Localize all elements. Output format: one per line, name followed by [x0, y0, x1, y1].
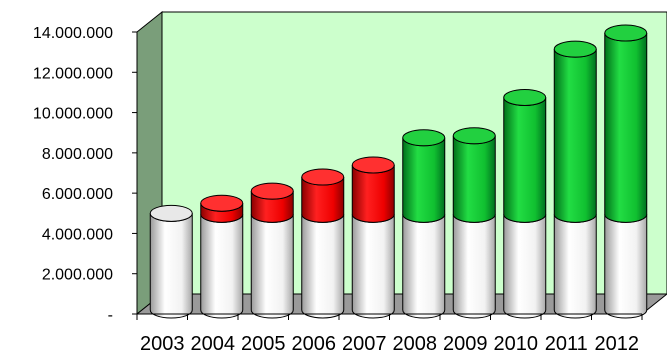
bar-2008 [402, 129, 446, 319]
bar-top-cap [452, 127, 496, 145]
y-tick-label: 4.000.000 [42, 226, 113, 243]
growth-segment [402, 137, 446, 223]
base-segment [604, 214, 648, 319]
y-tick-label: 6.000.000 [42, 186, 113, 203]
bar-top-cap [301, 168, 345, 186]
bar-2006 [301, 168, 345, 319]
base-segment [301, 214, 345, 319]
base-segment [553, 214, 597, 319]
base-segment [351, 214, 395, 319]
bar-2003 [149, 204, 193, 319]
base-segment [200, 214, 244, 319]
base-segment [452, 214, 496, 319]
bar-2005 [250, 182, 294, 319]
bar-top-cap [604, 24, 648, 42]
growth-segment [604, 32, 648, 223]
growth-segment [503, 97, 547, 223]
x-tick-label: 2007 [342, 333, 387, 355]
growth-segment [452, 135, 496, 223]
x-tick-label: 2006 [292, 333, 337, 355]
bar-top-cap [351, 156, 395, 174]
y-axis: - 2.000.000 4.000.000 6.000.000 8.000.000 10.… [33, 25, 138, 324]
bar-2009 [452, 127, 496, 319]
x-tick-label: 2003 [140, 333, 185, 355]
growth-segment [553, 49, 597, 223]
bar-2004 [200, 194, 244, 319]
y-tick-label: 12.000.000 [33, 65, 113, 82]
bar-2010 [503, 88, 547, 319]
x-tick-label: 2012 [595, 333, 640, 355]
bar-top-cap [402, 129, 446, 147]
bar-top-cap [250, 182, 294, 200]
base-segment [402, 214, 446, 319]
y-tick-label: 2.000.000 [42, 267, 113, 284]
base-segment [149, 213, 193, 319]
y-tick-label: 8.000.000 [42, 146, 113, 163]
x-tick-label: 2011 [545, 333, 588, 355]
y-tick-label: - [108, 307, 113, 324]
base-segment [503, 214, 547, 319]
bars [149, 24, 648, 319]
x-axis: 2003 2004 2005 2006 2007 2008 2009 2010 2011 2012 [136, 313, 643, 355]
bar-2011 [553, 40, 597, 319]
y-tick-label: 10.000.000 [33, 106, 113, 123]
x-tick-label: 2005 [241, 333, 286, 355]
bar-2007 [351, 156, 395, 319]
x-tick-label: 2009 [443, 333, 488, 355]
x-tick-label: 2008 [393, 333, 438, 355]
increase-segment [351, 164, 395, 223]
x-tick-label: 2004 [191, 333, 236, 355]
bar-top-cap [149, 204, 193, 222]
bar-top-cap [503, 88, 547, 106]
x-tick-label: 2010 [494, 333, 539, 355]
bar-top-cap [200, 194, 244, 212]
bar-top-cap [553, 40, 597, 58]
bar-2012 [604, 24, 648, 319]
base-segment [250, 214, 294, 319]
y-tick-label: 14.000.000 [33, 25, 113, 42]
